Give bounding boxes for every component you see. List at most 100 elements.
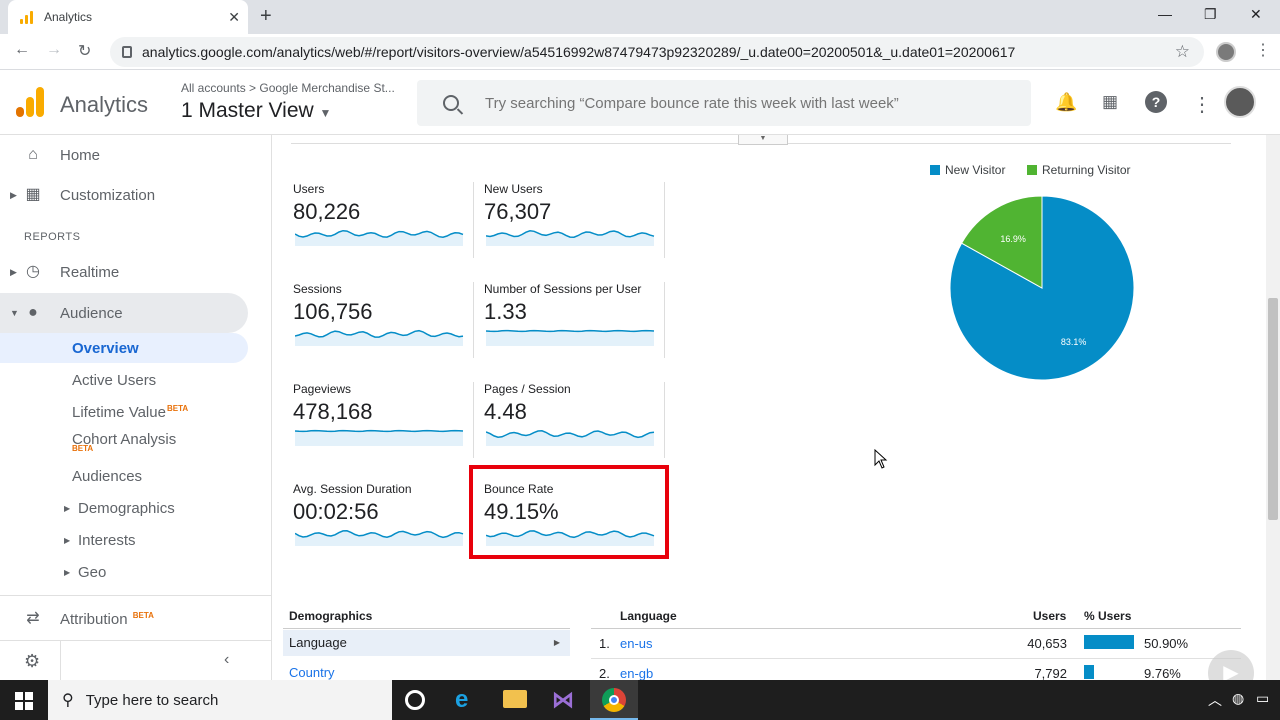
column-header-users: Users: [1033, 609, 1067, 623]
taskbar-search-box[interactable]: ⚲ Type here to search: [48, 680, 392, 720]
sidebar-item-interests[interactable]: ▶ Interests: [0, 525, 248, 555]
close-window-icon[interactable]: ✕: [1250, 6, 1262, 22]
scrollbar-thumb[interactable]: [1268, 298, 1278, 520]
sparkline: [295, 329, 464, 346]
browser-profile-avatar[interactable]: [1216, 42, 1236, 62]
demographics-item-country[interactable]: Country: [289, 665, 335, 680]
metric-card[interactable]: Bounce Rate 49.15%: [484, 482, 664, 572]
sparkline-area: [486, 530, 654, 546]
account-breadcrumb[interactable]: All accounts > Google Merchandise St...: [181, 81, 395, 95]
visual-studio-icon[interactable]: ⋈: [552, 687, 574, 712]
forward-icon[interactable]: →: [46, 41, 62, 58]
metric-card[interactable]: New Users 76,307: [484, 182, 664, 272]
sparkline: [295, 530, 464, 546]
browser-tab[interactable]: Analytics ✕: [8, 0, 248, 34]
collapse-sidebar-icon[interactable]: ‹: [224, 651, 230, 668]
metric-value: 00:02:56: [293, 499, 379, 524]
windows-start-icon[interactable]: [15, 692, 33, 710]
url-text[interactable]: analytics.google.com/analytics/web/#/rep…: [142, 44, 1016, 60]
clock-icon: ◷: [26, 263, 40, 280]
address-bar[interactable]: analytics.google.com/analytics/web/#/rep…: [110, 37, 1204, 67]
network-icon[interactable]: ◍: [1232, 690, 1245, 706]
metric-card[interactable]: Pageviews 478,168: [293, 382, 473, 472]
demographics-title: Demographics: [289, 609, 373, 623]
metric-card[interactable]: Number of Sessions per User 1.33: [484, 282, 664, 372]
more-options-icon[interactable]: ⋮: [1192, 94, 1212, 116]
settings-gear-icon[interactable]: ⚙: [24, 651, 41, 671]
user-avatar[interactable]: [1224, 86, 1256, 118]
metric-label: Pages / Session: [484, 382, 571, 396]
sidebar-footer: ⚙ ‹: [0, 640, 272, 681]
metric-card[interactable]: Avg. Session Duration 00:02:56: [293, 482, 473, 572]
browser-menu-icon[interactable]: ⋮: [1255, 42, 1271, 59]
metric-card[interactable]: Pages / Session 4.48: [484, 382, 664, 472]
pie-slice-label: 16.9%: [1000, 234, 1026, 244]
help-icon[interactable]: ?: [1145, 91, 1167, 113]
sidebar-item-audiences[interactable]: Audiences: [0, 461, 248, 491]
expand-arrow-icon: ▶: [10, 266, 17, 277]
analytics-logo-icon[interactable]: [16, 87, 44, 117]
metric-value: 80,226: [293, 199, 361, 224]
sparkline-line: [486, 530, 655, 539]
sidebar-item-geo[interactable]: ▶ Geo: [0, 557, 248, 587]
sidebar-item-cohort-analysis[interactable]: Cohort Analysis BETA: [0, 429, 248, 465]
sparkline-line: [295, 329, 464, 338]
close-tab-icon[interactable]: ✕: [228, 9, 240, 25]
expand-arrow-icon: ▶: [10, 189, 17, 200]
search-box[interactable]: [417, 80, 1031, 126]
table-row: 2. en-gb 7,792 9.76%: [591, 665, 1241, 691]
file-explorer-icon[interactable]: [503, 690, 527, 708]
metric-divider: [473, 282, 474, 358]
view-selector[interactable]: 1 Master View ▼: [181, 99, 331, 123]
minimize-icon[interactable]: —: [1158, 6, 1172, 22]
language-link[interactable]: en-us: [620, 636, 653, 651]
sidebar-item-customization[interactable]: ▶ ▦ Customization: [0, 176, 248, 214]
apps-grid-icon[interactable]: ▦: [1102, 92, 1119, 111]
sidebar-item-attribution[interactable]: ⇄ Attribution BETA: [0, 600, 248, 638]
restore-icon[interactable]: ❐: [1204, 6, 1217, 22]
sidebar-item-lifetime-value[interactable]: Lifetime ValueBETA: [0, 397, 248, 427]
metric-card[interactable]: Sessions 106,756: [293, 282, 473, 372]
legend-new-visitor: New Visitor: [930, 163, 1005, 177]
tray-chevron-icon[interactable]: ︿: [1208, 692, 1222, 708]
language-link[interactable]: en-gb: [620, 666, 654, 681]
back-icon[interactable]: ←: [14, 41, 30, 58]
expand-chart-handle-icon[interactable]: ▼: [738, 135, 788, 145]
new-tab-icon[interactable]: +: [260, 5, 272, 27]
sidebar-item-home[interactable]: ⌂ Home: [0, 136, 248, 174]
sidebar-item-label: Geo: [78, 563, 107, 581]
reports-section-title: REPORTS: [24, 231, 81, 243]
sidebar-item-realtime[interactable]: ▶ ◷ Realtime: [0, 253, 248, 291]
metric-divider: [473, 382, 474, 458]
sidebar-item-label: Audience: [60, 304, 123, 322]
notifications-bell-icon[interactable]: 🔔: [1055, 92, 1078, 112]
sidebar-item-label: Overview: [72, 339, 139, 357]
metric-value: 106,756: [293, 299, 373, 324]
metric-label: Number of Sessions per User: [484, 282, 642, 296]
column-header-language: Language: [620, 609, 677, 623]
expand-arrow-icon: ▶: [64, 535, 71, 545]
bookmark-star-icon[interactable]: ☆: [1174, 42, 1190, 61]
search-icon: [443, 95, 459, 111]
table-row: 1. en-us 40,653 50.90%: [591, 635, 1241, 661]
sidebar-item-active-users[interactable]: Active Users: [0, 365, 248, 395]
sparkline-line: [295, 429, 464, 433]
sidebar-item-overview[interactable]: Overview: [0, 333, 248, 363]
edge-icon[interactable]: e: [455, 686, 469, 713]
sidebar-item-label: Realtime: [60, 263, 120, 281]
sidebar-item-demographics[interactable]: ▶ Demographics: [0, 493, 248, 523]
notification-center-icon[interactable]: ▭: [1256, 690, 1270, 706]
demographics-item-language[interactable]: Language ▶: [283, 630, 570, 656]
footer-divider: [60, 641, 61, 681]
beta-badge: BETA: [166, 403, 189, 413]
row-rank: 2.: [599, 666, 610, 681]
reload-icon[interactable]: ↻: [78, 43, 92, 60]
cortana-icon[interactable]: [405, 690, 425, 710]
metric-card[interactable]: Users 80,226: [293, 182, 473, 272]
sidebar-item-audience[interactable]: ▼ ● Audience: [0, 293, 248, 333]
metric-value: 76,307: [484, 199, 552, 224]
metric-value: 478,168: [293, 399, 373, 424]
search-input[interactable]: [485, 94, 1005, 112]
chrome-taskbar-button[interactable]: [590, 680, 638, 720]
view-name: 1 Master View: [181, 99, 314, 122]
